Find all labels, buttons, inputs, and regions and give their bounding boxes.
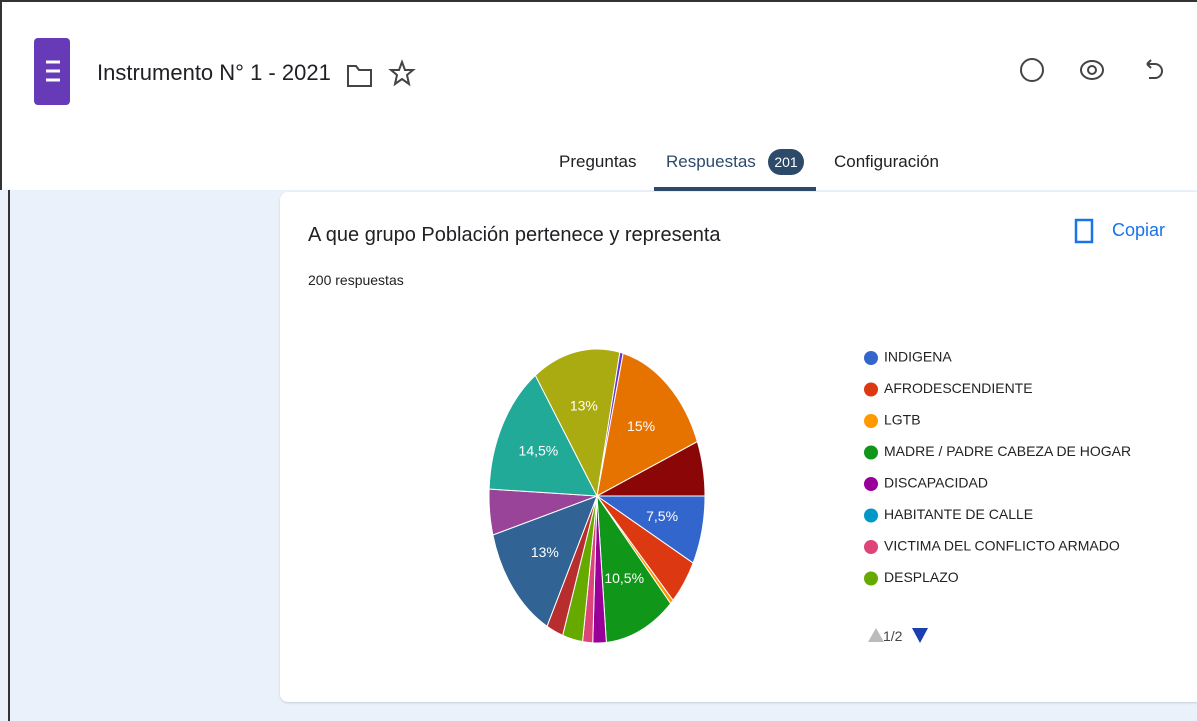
- slice-label: 13%: [570, 397, 598, 413]
- legend-swatch: [864, 351, 878, 365]
- badge-count: 201: [774, 154, 798, 170]
- legend-label: DISCAPACIDAD: [884, 475, 988, 491]
- legend-swatch: [864, 414, 878, 428]
- legend-swatch: [864, 445, 878, 460]
- slice-label: 7,5%: [646, 508, 678, 524]
- copy-icon[interactable]: [1074, 218, 1094, 244]
- badge: [768, 149, 804, 175]
- undo-icon[interactable]: [1146, 59, 1163, 79]
- tab[interactable]: Respuestas: [666, 152, 756, 171]
- slice-label: 10,5%: [604, 570, 644, 586]
- pie-slice: [492, 495, 598, 628]
- form-title: Instrumento N° 1 - 2021: [97, 60, 331, 85]
- copy-button[interactable]: Copiar: [1112, 220, 1166, 240]
- pie-slice: [596, 494, 672, 644]
- next-page[interactable]: [912, 628, 928, 643]
- chart: 7,5% 10,5% 13% 14,5% 13% 15% INDIGENA AFRODESCE…: [488, 218, 1131, 644]
- tab[interactable]: Preguntas: [559, 152, 637, 171]
- prev-page[interactable]: [868, 628, 884, 642]
- palette-icon[interactable]: [1020, 58, 1044, 82]
- active-tab-indicator: [654, 187, 816, 191]
- folder-icon[interactable]: [347, 65, 372, 87]
- legend-label: INDIGENA: [884, 349, 952, 365]
- preview-icon[interactable]: [1080, 60, 1104, 80]
- legend-swatch: [864, 477, 878, 491]
- legend-label: VICTIMA DEL CONFLICTO ARMADO: [884, 538, 1120, 554]
- legend-swatch: [864, 571, 878, 586]
- legend-swatch: [864, 508, 878, 523]
- card: A que grupo Población pertenece y repres…: [280, 192, 1197, 702]
- pie-slice: [534, 348, 621, 498]
- slice-label: 15%: [627, 418, 655, 434]
- legend-swatch: [864, 382, 878, 397]
- star-icon[interactable]: [388, 59, 416, 87]
- question-title: A que grupo Población pertenece y repres…: [308, 224, 721, 246]
- pie-slice: [596, 440, 706, 497]
- header-icons: [34, 38, 1163, 191]
- slice-label: 13%: [531, 544, 559, 560]
- legend-label: DESPLAZO: [884, 569, 959, 585]
- legend-label: LGTB: [884, 412, 921, 428]
- tab[interactable]: Configuración: [834, 152, 939, 171]
- legend-swatch: [864, 540, 878, 554]
- pie-slice: [596, 352, 698, 497]
- frame: [8, 190, 10, 721]
- header: Instrumento N° 1 - 2021 Preguntas Respue…: [0, 0, 1197, 191]
- slice-label: 14,5%: [519, 443, 559, 459]
- pie-slice: [488, 374, 598, 497]
- legend-page: 1/2: [883, 628, 903, 644]
- legend-label: MADRE / PADRE CABEZA DE HOGAR: [884, 443, 1131, 459]
- legend-label: AFRODESCENDIENTE: [884, 380, 1033, 396]
- legend-label: HABITANTE DE CALLE: [884, 506, 1033, 522]
- response-count: 200 respuestas: [308, 272, 404, 288]
